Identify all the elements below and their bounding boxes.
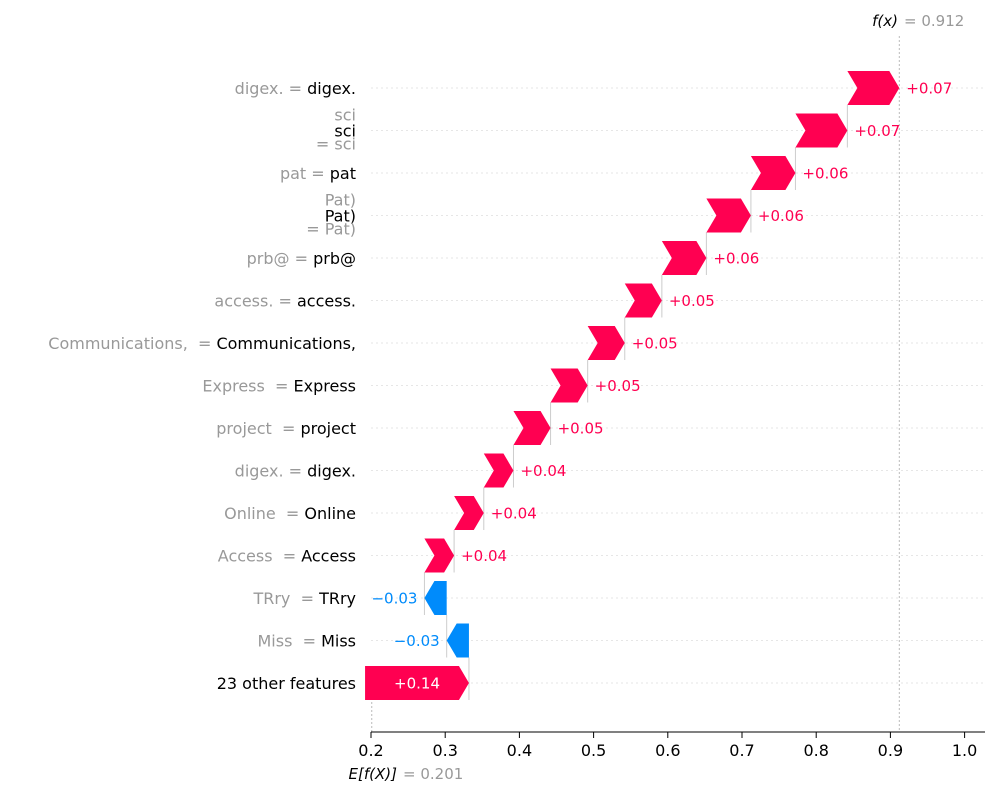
- feature-name: pat =: [280, 164, 330, 183]
- feature-name: sci: [334, 106, 356, 125]
- x-tick-label: 0.2: [358, 741, 383, 760]
- feature-value: sci: [334, 122, 356, 141]
- x-tick-label: 0.7: [729, 741, 754, 760]
- feature-label: Express = Express: [202, 377, 356, 396]
- contribution-bar: [550, 368, 588, 403]
- contribution-bar: [587, 326, 625, 360]
- x-tick-label: 1.0: [952, 741, 977, 760]
- feature-value: access.: [297, 292, 356, 311]
- fx-value: = 0.912: [904, 12, 964, 30]
- feature-value: 23 other features: [217, 674, 356, 693]
- feature-value: Access: [301, 547, 356, 566]
- x-tick-label: 0.4: [507, 741, 532, 760]
- bar-value-label: +0.04: [491, 505, 537, 523]
- feature-name: prb@ =: [247, 249, 313, 268]
- feature-value: Express: [294, 377, 356, 396]
- feature-label: digex. = digex.: [235, 79, 356, 98]
- feature-value: pat: [330, 164, 356, 183]
- feature-label: pat = pat: [280, 164, 356, 183]
- x-tick-label: 0.9: [878, 741, 903, 760]
- feature-label: project = project: [216, 419, 356, 438]
- bar-value-label: +0.05: [558, 420, 604, 438]
- contribution-bar: [454, 496, 484, 530]
- contribution-bar: [624, 283, 662, 318]
- fx-annotation: f(x) = 0.912: [872, 12, 964, 30]
- bar-value-label: +0.06: [713, 250, 759, 268]
- x-tick-label: 0.6: [655, 741, 680, 760]
- feature-value: digex.: [307, 462, 356, 481]
- feature-label: TRry = TRry: [252, 589, 356, 608]
- bar-value-label: +0.14: [394, 675, 440, 693]
- feature-value: prb@: [313, 249, 356, 268]
- base-value: = 0.201: [403, 765, 463, 783]
- contribution-bar: [847, 71, 900, 105]
- x-axis: 0.2 0.3 0.4 0.5 0.6 0.7 0.8 0.9 1.0: [358, 731, 985, 760]
- feature-name: TRry =: [252, 589, 319, 608]
- feature-name: digex. =: [235, 79, 307, 98]
- feature-value: Online: [304, 504, 356, 523]
- feature-name-equals: = sci: [316, 135, 356, 154]
- feature-name: project =: [216, 419, 300, 438]
- feature-value: project: [300, 419, 356, 438]
- bar-value-label: +0.04: [520, 462, 566, 480]
- base-label: E[f(X)]: [349, 765, 398, 783]
- feature-value: TRry: [318, 589, 356, 608]
- feature-name: Miss =: [257, 632, 321, 651]
- bar-value-label: +0.07: [906, 80, 952, 98]
- feature-name: access. =: [214, 292, 297, 311]
- feature-value: Miss: [321, 632, 356, 651]
- feature-label: Online = Online: [224, 504, 356, 523]
- bar-value-label: +0.05: [595, 377, 641, 395]
- feature-label: Miss = Miss: [257, 632, 356, 651]
- feature-name: Access =: [218, 547, 301, 566]
- x-tick-label: 0.5: [581, 741, 606, 760]
- feature-label: Communications, = Communications,: [48, 334, 356, 353]
- feature-name: Express =: [202, 377, 293, 396]
- bar-value-label: +0.06: [802, 165, 848, 183]
- feature-name: Communications, =: [48, 334, 216, 353]
- contribution-bar: [424, 581, 447, 615]
- feature-label: access. = access.: [214, 292, 356, 311]
- feature-value: Communications,: [216, 334, 356, 353]
- bar-value-label: −0.03: [371, 590, 417, 608]
- bar-value-label: +0.05: [632, 335, 678, 353]
- feature-name: Pat): [325, 191, 356, 210]
- bar-value-label: +0.06: [758, 207, 804, 225]
- contribution-bar: [750, 156, 796, 190]
- bar-value-label: +0.04: [461, 547, 507, 565]
- feature-value: Pat): [325, 207, 356, 226]
- feature-name: Online =: [224, 504, 304, 523]
- contribution-bar: [424, 538, 455, 573]
- contribution-bar: [513, 411, 551, 445]
- base-annotation: E[f(X)] = 0.201: [349, 765, 464, 783]
- contribution-bars: [365, 71, 900, 700]
- row-gridlines: [371, 87, 985, 684]
- bar-value-label: +0.07: [854, 122, 900, 140]
- bar-value-label: +0.05: [669, 292, 715, 310]
- feature-label: digex. = digex.: [235, 462, 356, 481]
- feature-label: Access = Access: [218, 547, 356, 566]
- fx-label: f(x): [872, 12, 898, 30]
- contribution-bar: [795, 113, 848, 148]
- contribution-bar: [365, 666, 469, 700]
- x-tick-label: 0.3: [432, 741, 457, 760]
- contribution-bar: [661, 241, 707, 275]
- reference-lines: [371, 36, 900, 732]
- x-tick-label: 0.8: [803, 741, 828, 760]
- feature-name-equals: = Pat): [306, 220, 356, 239]
- contribution-bar: [483, 453, 514, 488]
- feature-name: digex. =: [235, 462, 307, 481]
- contribution-bar: [706, 198, 751, 233]
- feature-label: prb@ = prb@: [247, 249, 356, 268]
- bar-value-label: −0.03: [394, 632, 440, 650]
- contribution-bar: [446, 623, 469, 658]
- feature-value: digex.: [307, 79, 356, 98]
